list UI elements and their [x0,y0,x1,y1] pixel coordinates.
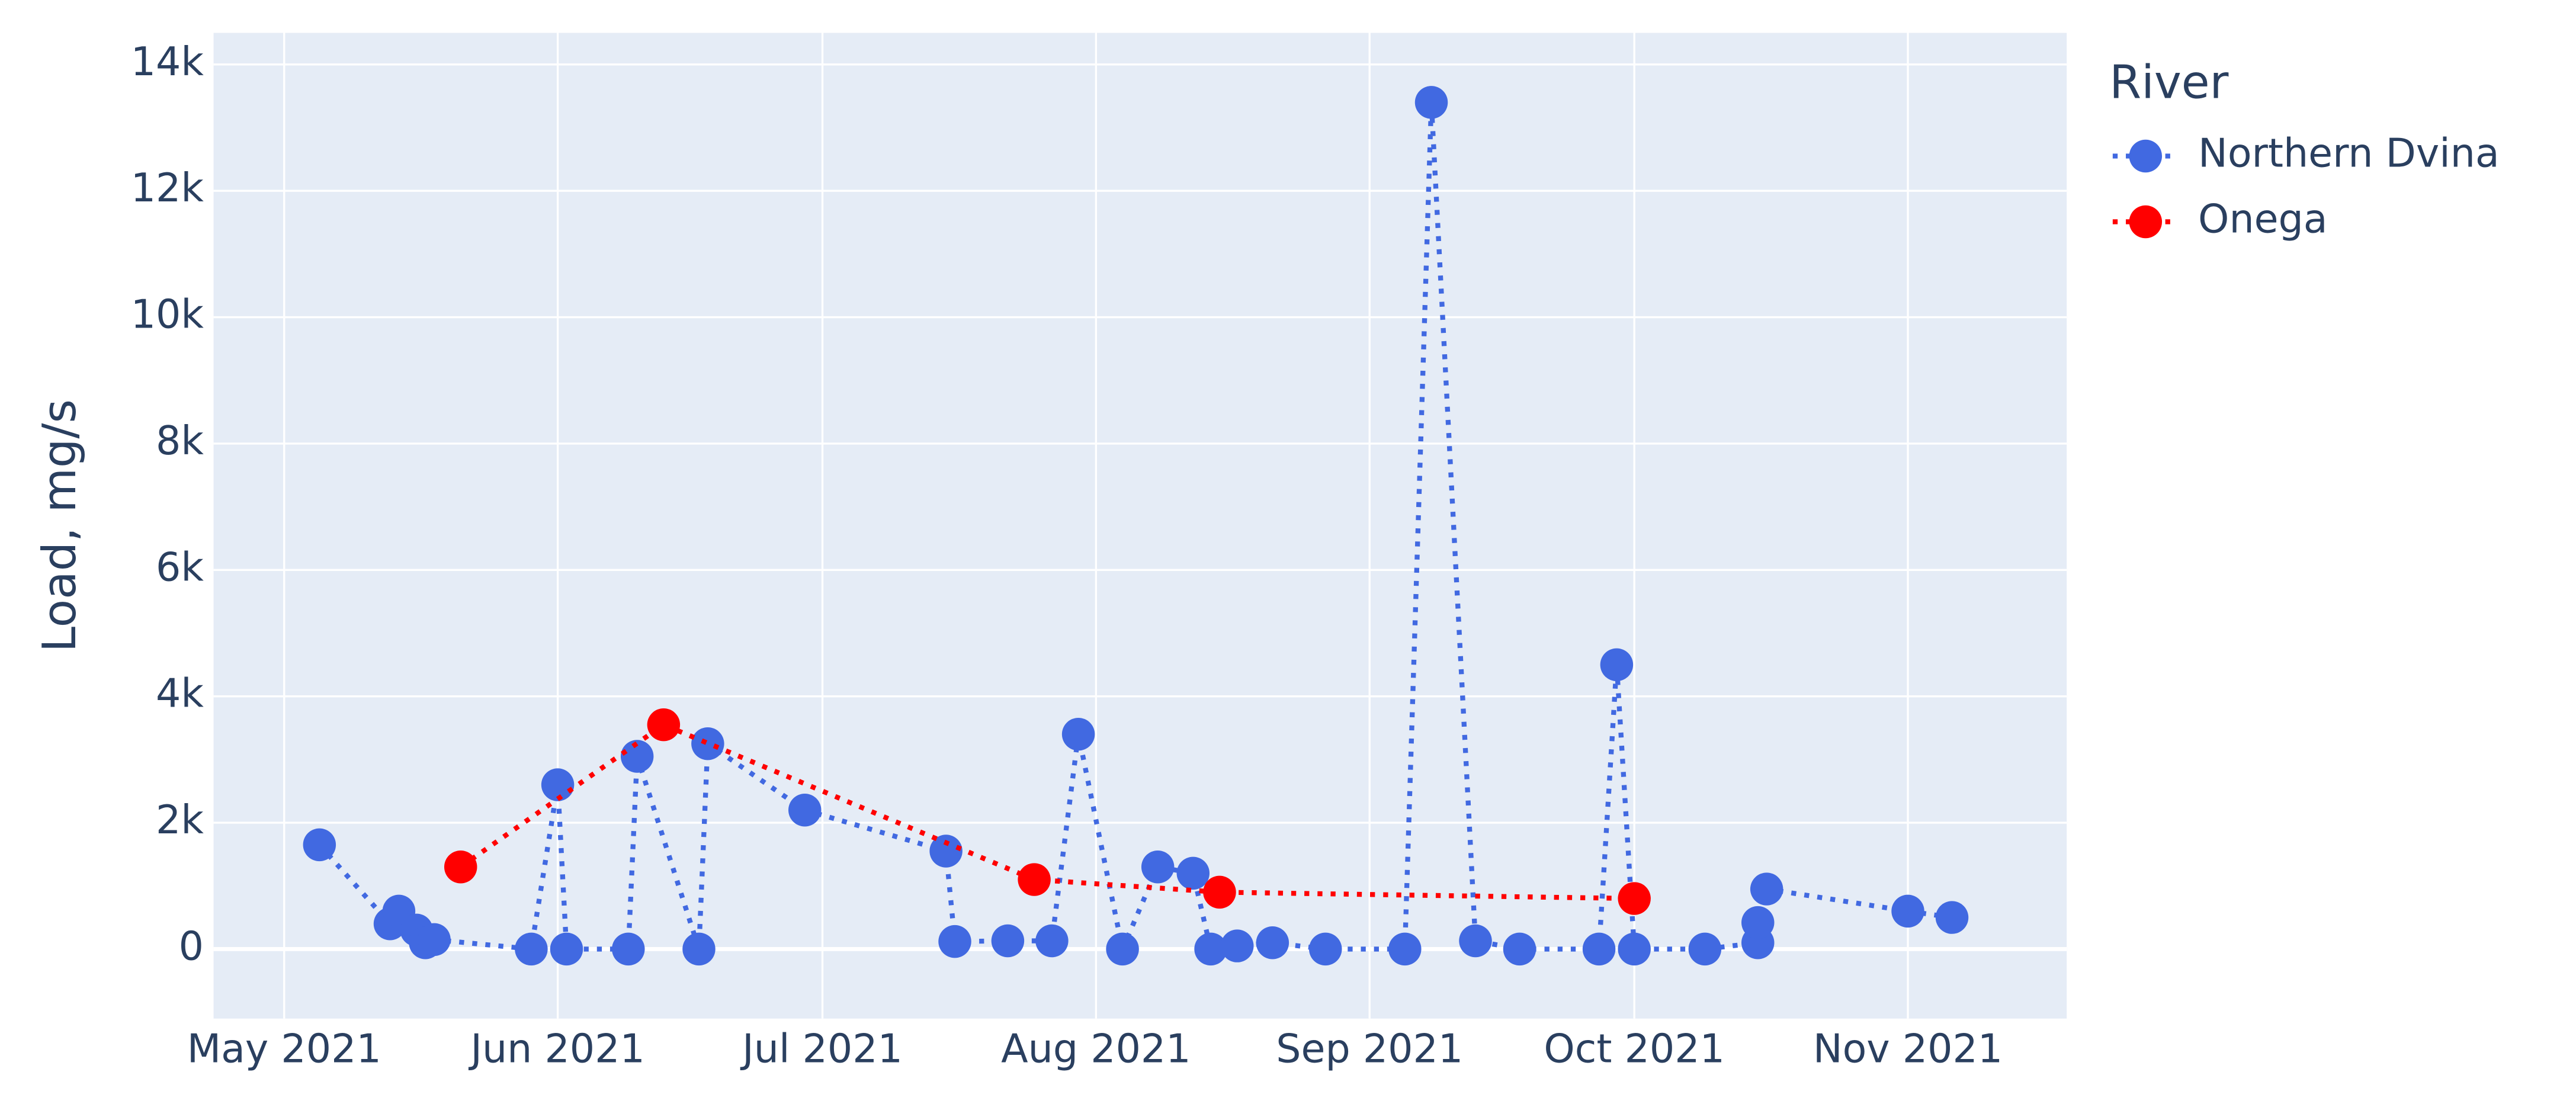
data-point [1256,926,1289,959]
data-point [1035,924,1069,958]
x-tick-label: Oct 2021 [1544,1025,1725,1071]
data-point [1741,906,1775,939]
data-point [1600,648,1634,682]
data-point [788,793,822,827]
data-point [515,932,548,966]
data-point [1309,932,1342,966]
data-point [444,850,477,884]
data-point [1141,850,1175,884]
data-point [691,727,724,760]
y-tick-label: 12k [131,165,204,211]
y-tick-label: 14k [131,38,204,85]
y-tick-label: 6k [156,544,204,590]
legend-marker [2129,139,2163,173]
data-point [1582,932,1616,966]
x-tick-label: Jun 2021 [468,1025,644,1071]
data-point [682,932,716,966]
data-point [620,740,654,773]
x-tick-label: Aug 2021 [1001,1025,1191,1071]
plot-area [213,33,2067,1019]
data-point [1061,717,1095,751]
x-tick-label: Jul 2021 [740,1025,903,1071]
y-tick-label: 4k [156,670,204,717]
data-point [1750,872,1783,906]
data-point [1388,932,1422,966]
y-tick-label: 8k [156,418,204,464]
data-point [303,828,336,862]
data-point [1618,932,1651,966]
data-point [1414,86,1448,119]
data-point [1018,863,1051,896]
data-point [1935,901,1969,934]
data-point [1221,929,1254,962]
data-point [418,923,451,957]
data-point [1688,932,1722,966]
legend-marker [2129,205,2163,239]
data-point [1891,894,1924,928]
data-point [1503,932,1536,966]
data-point [647,708,681,742]
y-tick-label: 2k [156,797,204,843]
legend-label: Northern Dvina [2198,130,2500,176]
y-tick-label: 0 [179,923,204,969]
legend-title: River [2109,56,2228,110]
data-point [1176,856,1210,890]
x-tick-label: May 2021 [187,1025,381,1071]
y-axis-title: Load, mg/s [33,399,86,652]
data-point [1203,875,1236,909]
data-point [541,768,575,801]
x-tick-label: Nov 2021 [1813,1025,2003,1071]
data-point [991,924,1025,958]
data-point [1106,932,1139,966]
data-point [1618,882,1651,915]
data-point [1194,932,1227,966]
data-point [550,932,583,966]
legend-label: Onega [2198,196,2328,242]
series-line [459,721,1635,901]
x-tick-label: Sep 2021 [1276,1025,1463,1071]
data-point [938,925,971,958]
data-point [612,932,645,966]
y-tick-label: 10k [131,291,204,338]
data-point [929,835,963,868]
data-point [1459,924,1492,958]
